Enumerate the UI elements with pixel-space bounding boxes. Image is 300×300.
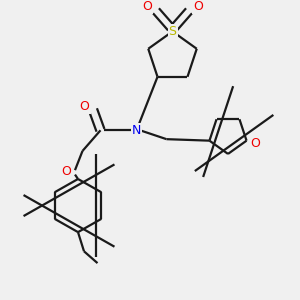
- Text: O: O: [61, 165, 71, 178]
- Text: O: O: [80, 100, 89, 112]
- Text: S: S: [169, 25, 176, 38]
- Text: O: O: [142, 0, 152, 14]
- Text: O: O: [193, 0, 203, 14]
- Text: N: N: [132, 124, 141, 137]
- Text: O: O: [250, 137, 260, 150]
